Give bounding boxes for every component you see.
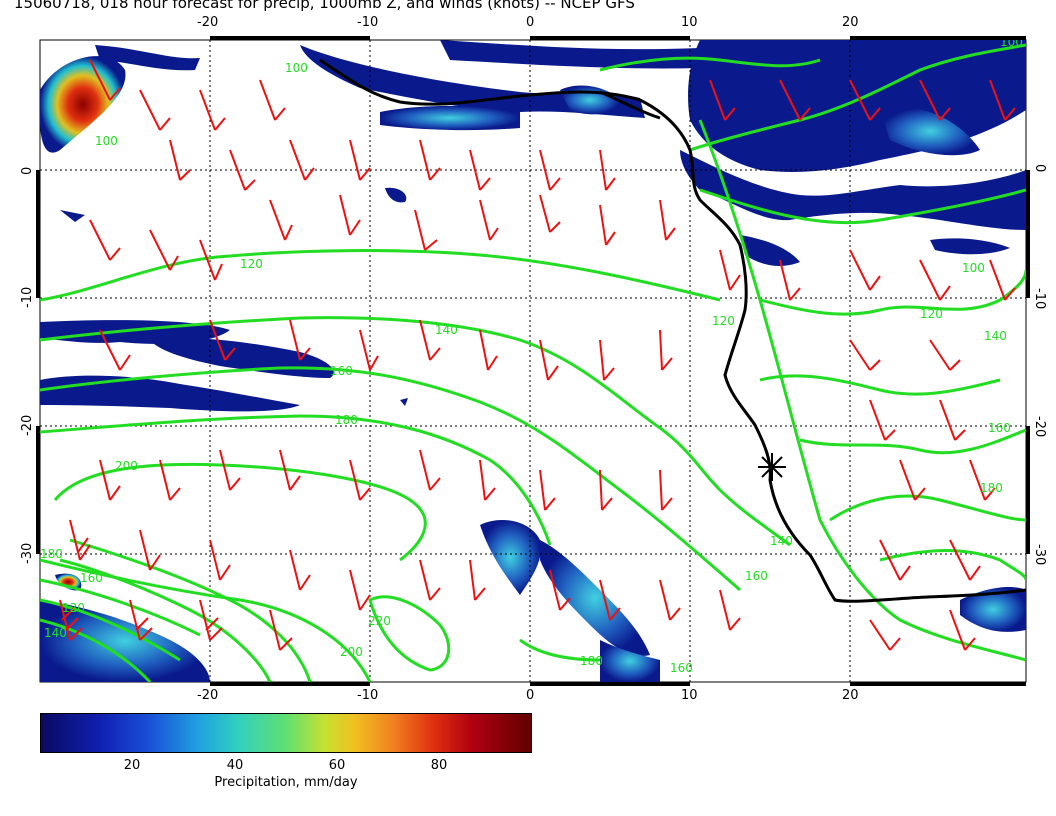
lon-tick: -20 (197, 15, 218, 30)
lat-tick: -10 (20, 287, 35, 308)
lon-tick: 10 (681, 15, 698, 30)
contour-label: 140 (435, 323, 458, 337)
colorbar-tick: 80 (430, 758, 448, 773)
precip-layer (40, 40, 1026, 682)
contour-label: 200 (115, 459, 138, 473)
contour-label: 100 (1000, 35, 1023, 49)
contour-label: 100 (962, 261, 985, 275)
contour-labels: 100 100 120 120 140 160 180 200 220 200 … (40, 35, 1023, 675)
frame-bars (36, 36, 1030, 686)
contour-label: 120 (62, 601, 85, 615)
lat-tick: -30 (20, 543, 35, 564)
colorbar-tick: 20 (123, 758, 141, 773)
lat-tick: -20 (1032, 416, 1047, 437)
contour-label: 120 (920, 307, 943, 321)
contour-label: 180 (980, 481, 1003, 495)
contour-label: 180 (40, 547, 63, 561)
lon-ticks-bottom: -20 -10 0 10 20 (197, 688, 859, 700)
contour-label: 200 (340, 645, 363, 659)
contour-label: 180 (580, 654, 603, 668)
lon-tick: 20 (842, 15, 859, 30)
lon-tick: 0 (526, 15, 534, 30)
site-star-icon (758, 453, 786, 481)
contour-label: 140 (44, 626, 67, 640)
colorbar-tick: 40 (226, 758, 244, 773)
forecast-map: 100 100 120 120 140 160 180 200 220 200 … (20, 15, 1047, 700)
lon-tick: 20 (842, 688, 859, 700)
lat-lon-grid (40, 40, 1026, 682)
contour-label: 120 (712, 314, 735, 328)
lon-tick: 0 (526, 688, 534, 700)
lon-tick: -20 (197, 688, 218, 700)
contour-label: 160 (80, 571, 103, 585)
lon-tick: -10 (357, 15, 378, 30)
contour-label: 220 (368, 614, 391, 628)
contour-label: 100 (285, 61, 308, 75)
lat-tick: -20 (20, 415, 35, 436)
lon-tick: 10 (681, 688, 698, 700)
contour-label: 100 (95, 134, 118, 148)
colorbar-label: Precipitation, mm/day (214, 775, 358, 790)
precip-colorbar (40, 713, 532, 753)
coastline (319, 58, 1026, 603)
wind-barbs (59, 40, 1016, 651)
contour-label: 160 (330, 364, 353, 378)
contour-label: 160 (988, 421, 1011, 435)
map-title: 15060718, 018 hour forecast for precip, … (14, 0, 635, 12)
colorbar-tick: 60 (328, 758, 346, 773)
lat-tick: 0 (1032, 164, 1047, 172)
contour-label: 120 (240, 257, 263, 271)
contour-label: 160 (670, 661, 693, 675)
lat-tick: -30 (1032, 544, 1047, 565)
contour-label: 160 (745, 569, 768, 583)
lat-tick: -10 (1032, 288, 1047, 309)
lat-ticks-right: 0 -10 -20 -30 (1032, 164, 1047, 565)
contour-label: 140 (984, 329, 1007, 343)
lon-ticks-top: -20 -10 0 10 20 (197, 15, 859, 30)
contour-label: 180 (335, 413, 358, 427)
lat-tick: 0 (20, 167, 35, 175)
lat-ticks-left: 0 -10 -20 -30 (20, 167, 35, 564)
contour-label: 140 (770, 534, 793, 548)
lon-tick: -10 (357, 688, 378, 700)
